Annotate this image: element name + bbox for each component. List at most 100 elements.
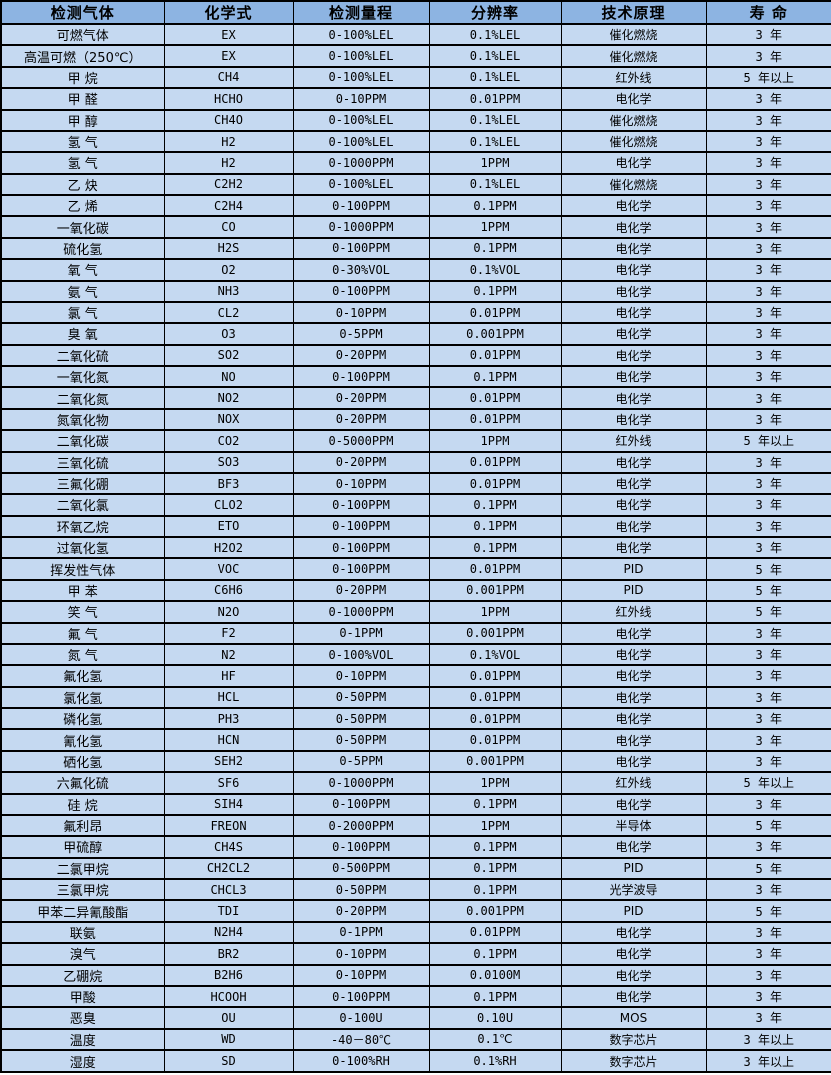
cell-gas-name: 氯 气: [0, 300, 165, 324]
cell-gas-name: 笑 气: [0, 600, 165, 624]
cell-formula: CH2CL2: [163, 856, 294, 880]
table-row: 氢 气 H2 0-1000PPM 1PPM 电化学 3 年: [0, 151, 831, 175]
table-row: 甲 醛 HCHO 0-10PPM 0.01PPM 电化学 3 年: [0, 87, 831, 111]
cell-principle: 电化学: [560, 215, 707, 239]
cell-lifespan: 3 年: [705, 172, 831, 196]
cell-resolution: 0.1PPM: [428, 792, 562, 816]
cell-range: 0-5PPM: [292, 322, 430, 346]
cell-principle: 红外线: [560, 65, 707, 89]
cell-resolution: 1PPM: [428, 600, 562, 624]
cell-resolution: 0.1PPM: [428, 236, 562, 260]
cell-principle: 催化燃烧: [560, 22, 707, 46]
cell-gas-name: 甲酸: [0, 984, 165, 1008]
cell-gas-name: 乙硼烷: [0, 963, 165, 987]
cell-range: 0-100%LEL: [292, 129, 430, 153]
cell-principle: 催化燃烧: [560, 172, 707, 196]
cell-range: 0-100%VOL: [292, 642, 430, 666]
table-body: 可燃气体 EX 0-100%LEL 0.1%LEL 催化燃烧 3 年高温可燃（250℃） E…: [0, 22, 831, 1073]
cell-principle: PID: [560, 578, 707, 602]
cell-lifespan: 3 年: [705, 236, 831, 260]
cell-lifespan: 5 年: [705, 578, 831, 602]
cell-resolution: 1PPM: [428, 215, 562, 239]
cell-resolution: 0.1PPM: [428, 279, 562, 303]
cell-resolution: 0.001PPM: [428, 621, 562, 645]
cell-formula: HCOOH: [163, 984, 294, 1008]
cell-resolution: 0.1%LEL: [428, 129, 562, 153]
cell-principle: 光学波导: [560, 877, 707, 901]
cell-gas-name: 硒化氢: [0, 749, 165, 773]
table-row: 氟利昂 FREON 0-2000PPM 1PPM 半导体 5 年: [0, 813, 831, 837]
cell-range: 0-1PPM: [292, 920, 430, 944]
cell-formula: OU: [163, 1006, 294, 1030]
table-row: 环氧乙烷 ETO 0-100PPM 0.1PPM 电化学 3 年: [0, 514, 831, 538]
table-row: 三氧化硫 SO3 0-20PPM 0.01PPM 电化学 3 年: [0, 450, 831, 474]
cell-principle: 电化学: [560, 535, 707, 559]
cell-principle: 电化学: [560, 835, 707, 859]
cell-gas-name: 二氧化硫: [0, 343, 165, 367]
column-header-principle: 技术原理: [560, 0, 707, 25]
cell-principle: 电化学: [560, 300, 707, 324]
table-row: 氰化氢 HCN 0-50PPM 0.01PPM 电化学 3 年: [0, 728, 831, 752]
cell-formula: N2O: [163, 600, 294, 624]
cell-gas-name: 磷化氢: [0, 706, 165, 730]
cell-range: 0-100PPM: [292, 557, 430, 581]
cell-resolution: 0.1PPM: [428, 877, 562, 901]
cell-formula: CO2: [163, 429, 294, 453]
cell-principle: PID: [560, 557, 707, 581]
cell-lifespan: 3 年: [705, 664, 831, 688]
cell-range: 0-10PPM: [292, 963, 430, 987]
cell-range: 0-20PPM: [292, 407, 430, 431]
cell-gas-name: 恶臭: [0, 1006, 165, 1030]
cell-formula: TDI: [163, 899, 294, 923]
cell-lifespan: 5 年: [705, 813, 831, 837]
cell-range: 0-100PPM: [292, 984, 430, 1008]
cell-resolution: 0.1%LEL: [428, 22, 562, 46]
cell-resolution: 0.0100M: [428, 963, 562, 987]
cell-resolution: 0.1PPM: [428, 364, 562, 388]
cell-gas-name: 氨 气: [0, 279, 165, 303]
cell-range: 0-10PPM: [292, 942, 430, 966]
cell-gas-name: 甲 醛: [0, 87, 165, 111]
cell-principle: 电化学: [560, 236, 707, 260]
cell-lifespan: 3 年以上: [705, 1027, 831, 1051]
cell-range: 0-20PPM: [292, 343, 430, 367]
cell-range: -40－80℃: [292, 1027, 430, 1051]
cell-gas-name: 一氧化氮: [0, 364, 165, 388]
cell-gas-name: 硫化氢: [0, 236, 165, 260]
table-row: 湿度 SD 0-100%RH 0.1%RH 数字芯片 3 年以上: [0, 1049, 831, 1073]
table-row: 甲 醇 CH4O 0-100%LEL 0.1%LEL 催化燃烧 3 年: [0, 108, 831, 132]
cell-formula: FREON: [163, 813, 294, 837]
cell-gas-name: 甲苯二异氰酸酯: [0, 899, 165, 923]
cell-range: 0-100%LEL: [292, 108, 430, 132]
table-row: 三氟化硼 BF3 0-10PPM 0.01PPM 电化学 3 年: [0, 471, 831, 495]
table-row: 氟 气 F2 0-1PPM 0.001PPM 电化学 3 年: [0, 621, 831, 645]
cell-principle: 电化学: [560, 407, 707, 431]
cell-lifespan: 3 年: [705, 493, 831, 517]
cell-principle: PID: [560, 899, 707, 923]
cell-lifespan: 3 年: [705, 514, 831, 538]
cell-gas-name: 挥发性气体: [0, 557, 165, 581]
cell-range: 0-100PPM: [292, 792, 430, 816]
cell-principle: 电化学: [560, 642, 707, 666]
cell-principle: 电化学: [560, 920, 707, 944]
cell-range: 0-1000PPM: [292, 215, 430, 239]
cell-principle: 电化学: [560, 514, 707, 538]
cell-principle: 电化学: [560, 685, 707, 709]
cell-principle: 电化学: [560, 621, 707, 645]
table-header-row: 检测气体 化学式 检测量程 分辨率 技术原理 寿 命: [0, 0, 831, 25]
cell-lifespan: 3 年: [705, 471, 831, 495]
cell-resolution: 0.1PPM: [428, 193, 562, 217]
cell-resolution: 0.1℃: [428, 1027, 562, 1051]
cell-lifespan: 3 年: [705, 22, 831, 46]
cell-formula: CL2: [163, 300, 294, 324]
table-row: 氯 气 CL2 0-10PPM 0.01PPM 电化学 3 年: [0, 300, 831, 324]
cell-principle: 电化学: [560, 343, 707, 367]
table-row: 氮氧化物 NOX 0-20PPM 0.01PPM 电化学 3 年: [0, 407, 831, 431]
cell-resolution: 0.1PPM: [428, 942, 562, 966]
cell-gas-name: 联氨: [0, 920, 165, 944]
cell-formula: H2S: [163, 236, 294, 260]
cell-principle: 红外线: [560, 771, 707, 795]
cell-lifespan: 3 年: [705, 450, 831, 474]
cell-range: 0-2000PPM: [292, 813, 430, 837]
cell-lifespan: 5 年: [705, 557, 831, 581]
